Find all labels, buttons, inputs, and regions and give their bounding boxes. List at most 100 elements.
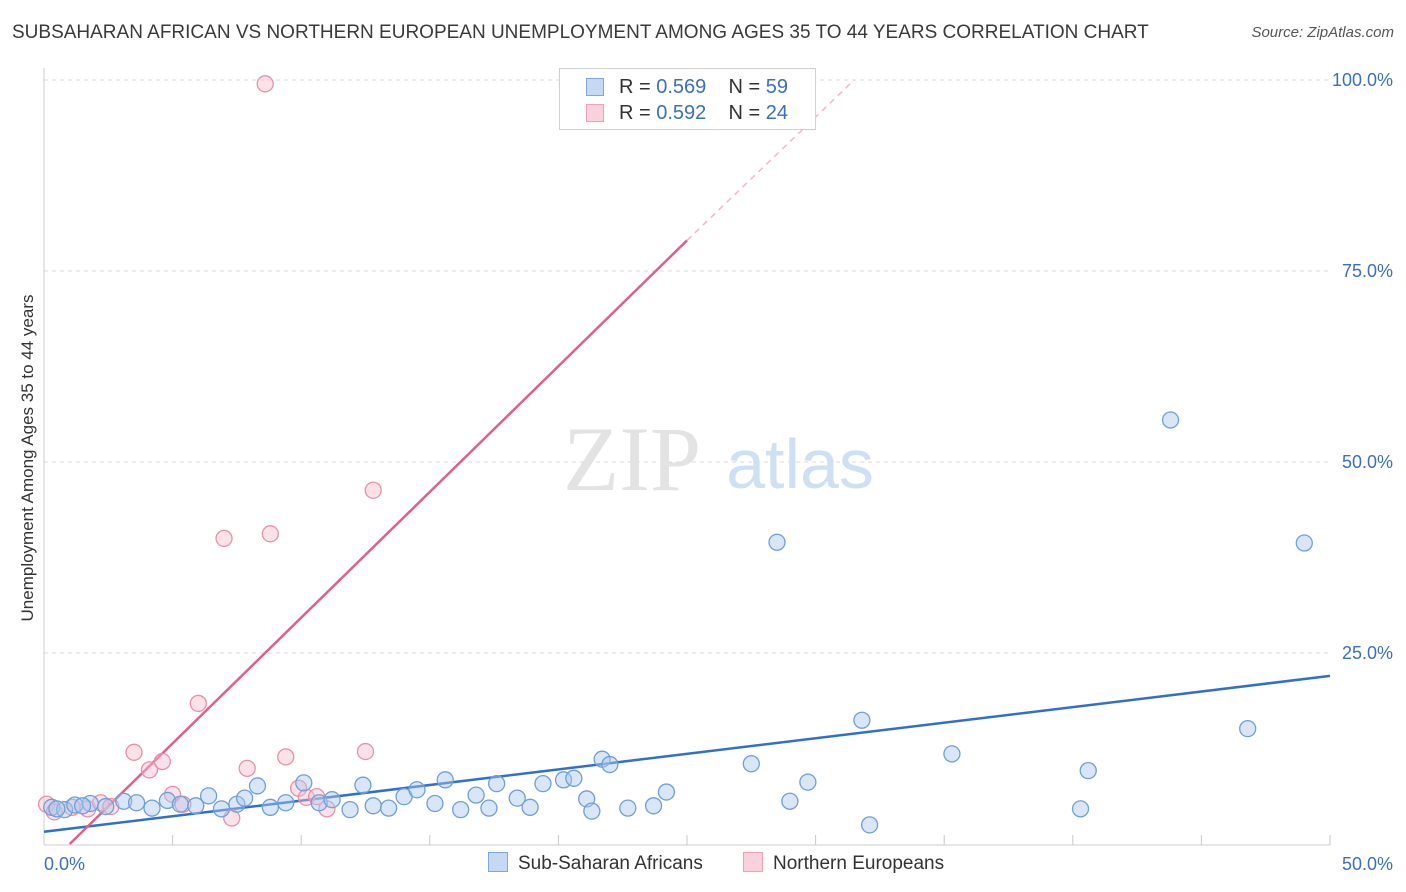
sub-saharan-africans-point [143,799,161,817]
trendline-sub-saharan-africans [43,674,1331,834]
sub-saharan-africans-point [508,789,526,807]
sub-saharan-africans-point [354,776,372,794]
y-tick-label: 50.0% [1342,452,1393,472]
trendline-northern-europeans-extension [686,79,855,241]
sub-saharan-africans-point [521,798,539,816]
sub-saharan-africans-point [1161,411,1180,429]
sub-saharan-africans-point [426,794,444,813]
trendlines [43,79,1331,845]
sub-saharan-africans-point [295,774,313,792]
sub-saharan-africans-points [43,411,1313,834]
x-tick-label-max: 50.0% [1342,854,1393,874]
northern-europeans-point [238,759,256,778]
legend-pink-r-value: 0.592 [656,102,707,124]
watermark-atlas: atlas [726,425,874,503]
sub-saharan-africans-point [1079,762,1097,780]
bottom-legend-label-blue: Sub-Saharan Africans [518,853,703,874]
sub-saharan-africans-point [323,791,341,809]
sub-saharan-africans-point [127,794,146,812]
northern-europeans-point [140,761,159,779]
northern-europeans-point [256,75,274,93]
sub-saharan-africans-point [768,533,786,551]
sub-saharan-africans-point [742,755,760,773]
legend-blue-r-value: 0.569 [656,76,707,98]
sub-saharan-africans-point [187,797,205,815]
sub-saharan-africans-point [480,799,498,817]
trendline-northern-europeans [68,239,688,845]
bottom-legend-swatch-pink [743,852,763,872]
x-tick-label-min: 0.0% [44,854,85,874]
northern-europeans-point [125,743,143,761]
sub-saharan-africans-point [488,774,506,793]
northern-europeans-point [277,748,295,766]
sub-saharan-africans-point [212,800,231,818]
northern-europeans-point [153,752,171,771]
bottom-legend-label-pink: Northern Europeans [773,853,945,874]
legend-pink-n-value: 24 [765,102,789,124]
y-tick-label: 25.0% [1342,643,1393,663]
sub-saharan-africans-point [601,755,619,774]
legend-blue-r-label: R = [619,76,657,98]
y-axis-label: Unemployment Among Ages 35 to 44 years [18,294,37,622]
correlation-legend: R = 0.569 N = 59 R = 0.592 N = 24 [559,68,816,130]
sub-saharan-africans-point [781,792,799,810]
sub-saharan-africans-point [1239,719,1257,738]
sub-saharan-africans-point [277,794,295,812]
y-tick-label: 75.0% [1342,261,1393,281]
sub-saharan-africans-point [48,800,66,818]
sub-saharan-africans-point [1295,534,1313,552]
sub-saharan-africans-point [261,798,279,816]
watermark: ZIP atlas [563,408,874,510]
sub-saharan-africans-point [115,792,133,810]
northern-europeans-point [102,797,120,816]
y-tick-label: 100.0% [1332,70,1393,90]
northern-europeans-points [37,75,382,827]
sub-saharan-africans-point [619,799,637,817]
chart-title: SUBSAHARAN AFRICAN VS NORTHERN EUROPEAN … [12,22,1149,43]
bottom-legend-northern-europeans: Northern Europeans [743,852,944,875]
sub-saharan-africans-point [310,794,328,812]
northern-europeans-point [356,742,375,761]
sub-saharan-africans-point [97,797,115,816]
sub-saharan-africans-point [379,799,398,817]
sub-saharan-africans-point [341,800,359,819]
northern-europeans-point [261,525,279,543]
sub-saharan-africans-point [364,797,382,815]
sub-saharan-africans-point [171,795,189,813]
legend-swatch-blue [586,78,604,96]
northern-europeans-point [45,803,63,821]
northern-europeans-point [215,529,233,548]
legend-blue-n-value: 59 [765,76,789,98]
sub-saharan-africans-point [248,777,267,795]
legend-pink-r-label: R = [619,102,657,124]
sub-saharan-africans-point [408,781,426,799]
northern-europeans-point [364,481,382,499]
sub-saharan-africans-point [565,769,583,787]
sub-saharan-africans-point [943,745,961,763]
sub-saharan-africans-point [158,791,177,810]
legend-blue-n-label: N = [728,76,766,98]
sub-saharan-africans-point [860,816,879,834]
sub-saharan-africans-point [799,773,817,791]
watermark-zip: ZIP [563,408,701,510]
sub-saharan-africans-point [436,771,454,789]
sub-saharan-africans-point [467,786,485,804]
sub-saharan-africans-point [534,774,552,793]
axes [43,68,1331,846]
legend-pink-n-label: N = [728,102,766,124]
tick-labels: 25.0% 50.0% 75.0% 100.0% 0.0% 50.0% [44,70,1393,874]
sub-saharan-africans-point [657,783,676,801]
sub-saharan-africans-point [644,797,663,815]
sub-saharan-africans-point [853,711,871,729]
grid [44,79,1330,654]
source-label: Source: ZipAtlas.com [1251,24,1394,41]
sub-saharan-africans-point [73,797,92,815]
bottom-legend-swatch-blue [488,852,508,872]
sub-saharan-africans-point [1071,800,1090,818]
sub-saharan-africans-point [199,787,218,805]
northern-europeans-point [189,694,207,713]
sub-saharan-africans-point [452,800,470,819]
sub-saharan-africans-point [583,802,601,820]
sub-saharan-africans-point [235,789,254,807]
